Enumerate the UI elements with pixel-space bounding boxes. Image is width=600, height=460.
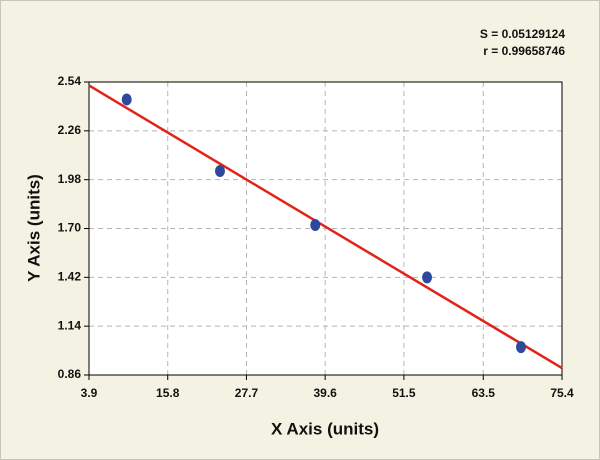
y-tick-label: 2.26: [58, 123, 82, 137]
data-point: [515, 341, 526, 354]
y-axis-label: Y Axis (units): [24, 174, 43, 282]
data-point: [121, 93, 132, 106]
data-point: [310, 219, 321, 232]
x-axis-label: X Axis (units): [271, 419, 379, 438]
y-tick-label: 1.70: [58, 221, 82, 235]
fit-line: [88, 84, 563, 370]
x-tick-label: 3.9: [81, 386, 98, 400]
y-tick-label: 1.98: [58, 172, 82, 186]
x-tick-label: 15.8: [156, 386, 180, 400]
y-tick-label: 0.86: [58, 367, 82, 381]
y-tick-label: 1.14: [58, 318, 82, 332]
annotation: S = 0.05129124: [480, 27, 565, 41]
data-point: [422, 271, 433, 284]
x-tick-label: 63.5: [472, 386, 496, 400]
plot-border: [88, 81, 563, 376]
y-tick-label: 2.54: [58, 74, 82, 88]
y-tick-label: 1.42: [58, 270, 82, 284]
data-point: [214, 164, 225, 177]
x-tick-label: 27.7: [235, 386, 259, 400]
annotation: r = 0.99658746: [483, 44, 565, 58]
x-tick-label: 51.5: [392, 386, 416, 400]
x-tick-label: 75.4: [550, 386, 574, 400]
x-tick-label: 39.6: [313, 386, 337, 400]
